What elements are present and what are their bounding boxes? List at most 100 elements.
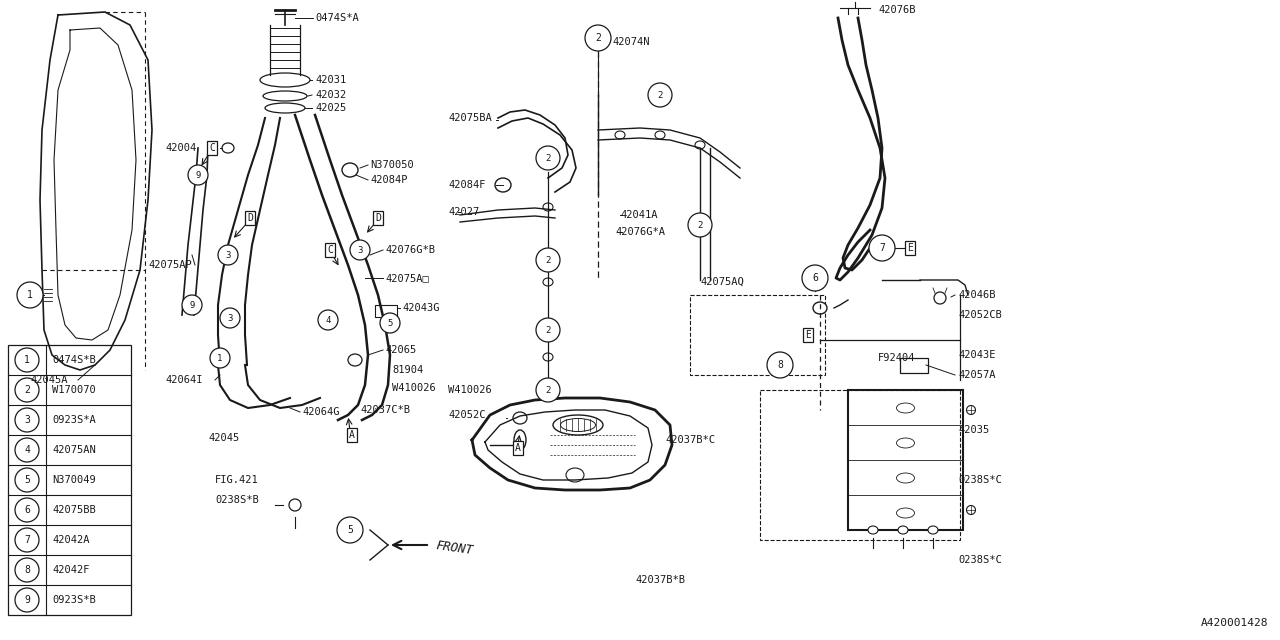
Text: 5: 5 — [388, 319, 393, 328]
Ellipse shape — [966, 506, 975, 515]
Text: 42075AN: 42075AN — [52, 445, 96, 455]
Text: 42037C*B: 42037C*B — [360, 405, 410, 415]
Text: N370050: N370050 — [370, 160, 413, 170]
Text: 42045: 42045 — [207, 433, 239, 443]
Text: 42052C: 42052C — [448, 410, 485, 420]
Text: 3: 3 — [225, 250, 230, 259]
Text: 42046B: 42046B — [957, 290, 996, 300]
Text: D: D — [247, 213, 253, 223]
Ellipse shape — [813, 302, 827, 314]
Text: 42042F: 42042F — [52, 565, 90, 575]
Circle shape — [15, 588, 38, 612]
Text: 4: 4 — [24, 445, 29, 455]
Circle shape — [317, 310, 338, 330]
Text: 81904: 81904 — [392, 365, 424, 375]
Text: 42031: 42031 — [315, 75, 347, 85]
Circle shape — [15, 468, 38, 492]
Text: E: E — [805, 330, 812, 340]
Circle shape — [15, 408, 38, 432]
Ellipse shape — [896, 403, 914, 413]
Circle shape — [648, 83, 672, 107]
Text: 42045A: 42045A — [29, 375, 68, 385]
Text: 42084F: 42084F — [448, 180, 485, 190]
Text: FIG.421: FIG.421 — [215, 475, 259, 485]
Ellipse shape — [221, 143, 234, 153]
Text: W410026: W410026 — [392, 383, 435, 393]
Text: 2: 2 — [698, 221, 703, 230]
Text: 0923S*B: 0923S*B — [52, 595, 96, 605]
Ellipse shape — [614, 131, 625, 139]
Ellipse shape — [543, 278, 553, 286]
Circle shape — [182, 295, 202, 315]
Circle shape — [869, 235, 895, 261]
Text: 5: 5 — [24, 475, 29, 485]
Text: 42074N: 42074N — [612, 37, 649, 47]
Text: 0238S*C: 0238S*C — [957, 555, 1002, 565]
Text: 42037B*C: 42037B*C — [666, 435, 716, 445]
Ellipse shape — [934, 292, 946, 304]
Text: 42035: 42035 — [957, 425, 989, 435]
Ellipse shape — [695, 141, 705, 149]
Text: 42065: 42065 — [385, 345, 416, 355]
Ellipse shape — [260, 73, 310, 87]
Ellipse shape — [495, 178, 511, 192]
Ellipse shape — [348, 354, 362, 366]
Text: 42075AP: 42075AP — [148, 260, 192, 270]
Bar — [760, 390, 960, 540]
Ellipse shape — [655, 131, 666, 139]
Ellipse shape — [561, 419, 595, 431]
Text: 9: 9 — [196, 170, 201, 179]
Text: N370049: N370049 — [52, 475, 96, 485]
Bar — [900, 358, 928, 373]
Circle shape — [17, 282, 44, 308]
Text: 42032: 42032 — [315, 90, 347, 100]
Text: 2: 2 — [545, 154, 550, 163]
Text: 1: 1 — [218, 353, 223, 362]
Text: 7: 7 — [24, 535, 29, 545]
Text: 42037B*B: 42037B*B — [635, 575, 685, 585]
Ellipse shape — [896, 473, 914, 483]
Text: 0474S*B: 0474S*B — [52, 355, 96, 365]
Bar — [8, 345, 131, 615]
Bar — [375, 305, 397, 317]
Text: C: C — [328, 245, 333, 255]
Text: 9: 9 — [24, 595, 29, 605]
Text: 8: 8 — [777, 360, 783, 370]
Circle shape — [15, 528, 38, 552]
Text: 3: 3 — [24, 415, 29, 425]
Text: 3: 3 — [357, 246, 362, 255]
Text: F92404: F92404 — [878, 353, 915, 363]
Circle shape — [188, 165, 207, 185]
Ellipse shape — [566, 468, 584, 482]
Text: 42052CB: 42052CB — [957, 310, 1002, 320]
Ellipse shape — [899, 526, 908, 534]
Ellipse shape — [515, 430, 526, 450]
Text: 7: 7 — [879, 243, 884, 253]
Text: 5: 5 — [347, 525, 353, 535]
Text: 2: 2 — [545, 326, 550, 335]
Text: A: A — [515, 443, 521, 453]
Text: 42076G*B: 42076G*B — [385, 245, 435, 255]
Circle shape — [15, 498, 38, 522]
Text: 2: 2 — [658, 90, 663, 99]
Ellipse shape — [265, 103, 305, 113]
Ellipse shape — [868, 526, 878, 534]
Text: 1: 1 — [27, 290, 33, 300]
Text: 42025: 42025 — [315, 103, 347, 113]
Circle shape — [803, 265, 828, 291]
Text: 42004: 42004 — [165, 143, 196, 153]
Text: 6: 6 — [812, 273, 818, 283]
Circle shape — [767, 352, 794, 378]
Ellipse shape — [513, 412, 527, 424]
Text: 42084P: 42084P — [370, 175, 407, 185]
Text: 2: 2 — [545, 385, 550, 394]
Ellipse shape — [928, 526, 938, 534]
Text: 42076G*A: 42076G*A — [614, 227, 666, 237]
Circle shape — [689, 213, 712, 237]
Ellipse shape — [966, 406, 975, 415]
Ellipse shape — [896, 438, 914, 448]
Bar — [849, 390, 963, 530]
Text: 42075A□: 42075A□ — [385, 273, 429, 283]
Text: 0474S*A: 0474S*A — [315, 13, 358, 23]
Text: 8: 8 — [24, 565, 29, 575]
